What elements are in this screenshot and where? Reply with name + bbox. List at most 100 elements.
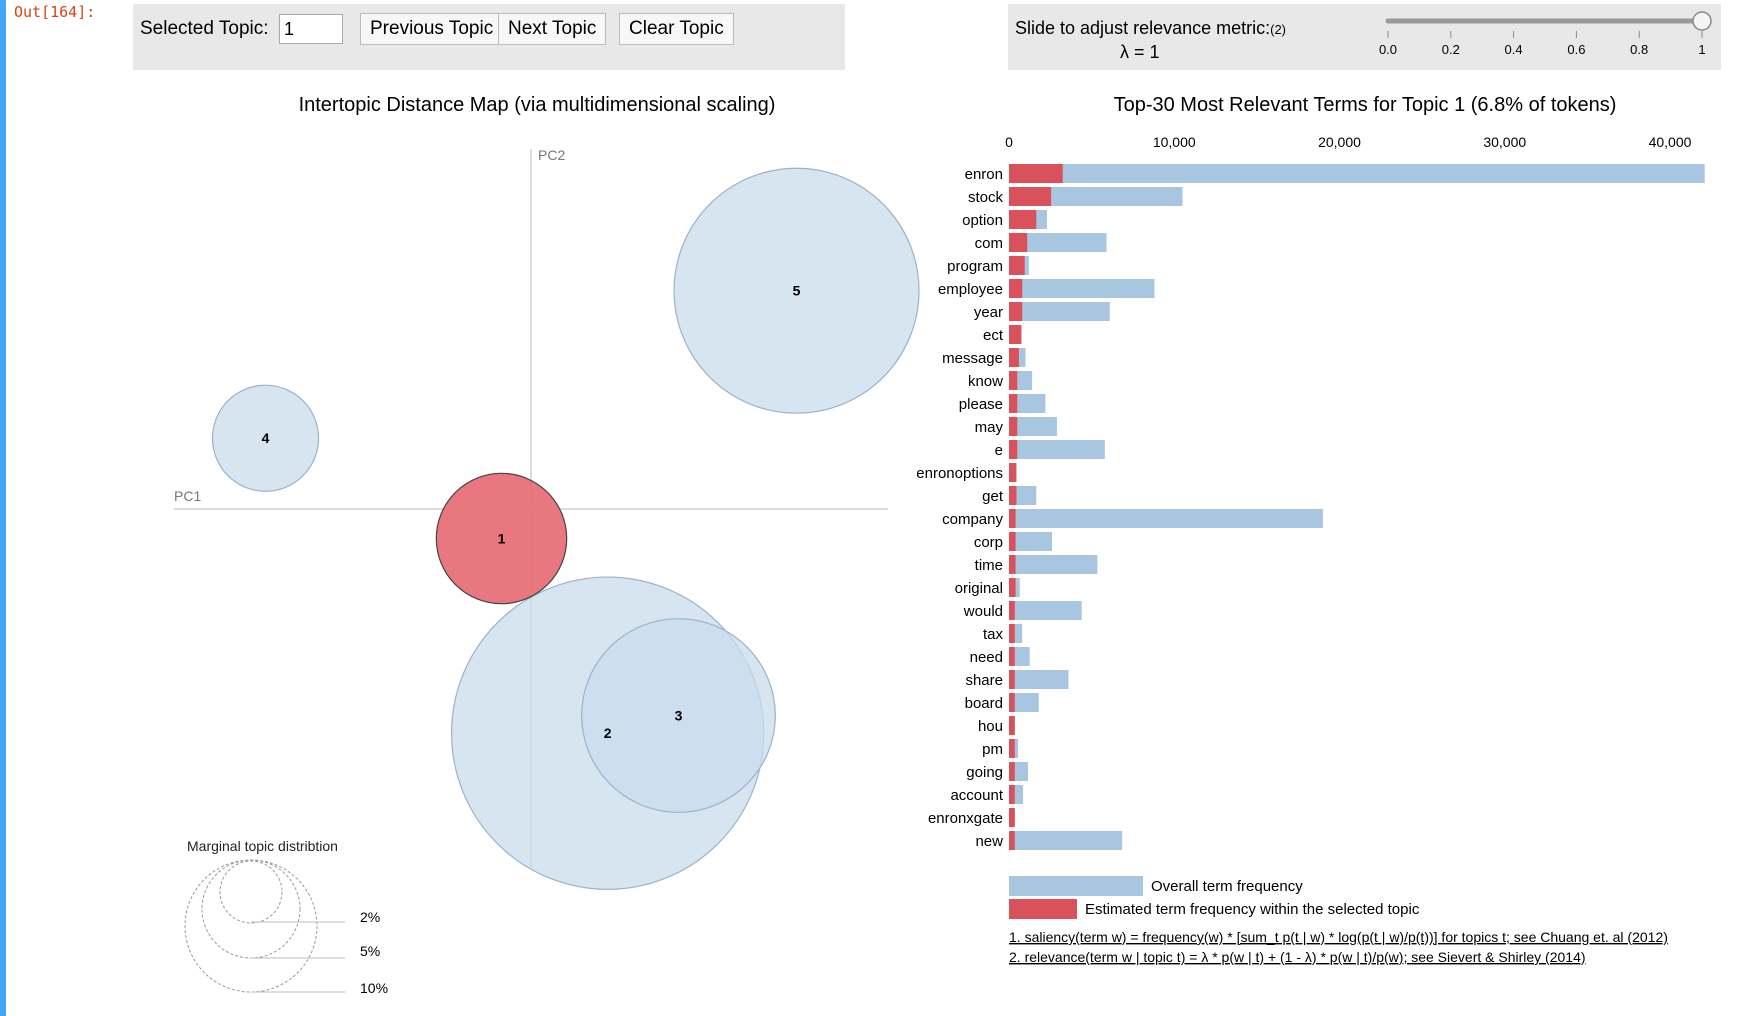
legend-circle-5 [201,859,301,959]
term-label-hou: hou [978,718,1003,735]
overall-bar-employee [1009,279,1155,298]
topic-bar-tax [1009,624,1015,643]
term-labels: enronstockoptioncomprogramemployeeyearec… [916,166,1004,850]
topic-label-3: 3 [675,708,683,724]
next-topic-button[interactable]: Next Topic [498,13,607,45]
bar-legend: Overall term frequency Estimated term fr… [1009,876,1420,919]
pc2-label: PC2 [538,147,565,163]
term-label-corp: corp [974,534,1003,551]
term-label-need: need [970,649,1003,666]
topic-bar-option [1009,210,1037,229]
term-label-please: please [959,396,1003,413]
term-label-ect: ect [983,327,1004,344]
topic-bar-com [1009,233,1028,252]
selected-topic-label: Selected Topic: [140,18,269,39]
term-bar-chart: 0 10,000 20,000 30,000 40,000 enron stock opti… [916,134,1705,850]
topic-circle-4 [211,384,320,492]
topic-bar-would [1009,601,1015,620]
topic-bar-board [1009,693,1015,712]
selected-topic-input[interactable] [279,14,343,44]
clear-topic-button[interactable]: Clear Topic [619,13,734,45]
topic-bar-stock [1009,187,1052,206]
term-label-pm: pm [982,741,1003,758]
bar-tick-label: 20,000 [1318,134,1361,150]
overall-bar-program [1009,256,1029,275]
term-label-enronoptions: enronoptions [916,465,1003,482]
topic-control-panel: Selected Topic: Previous Topic Next Topi… [133,4,845,70]
slider-handle[interactable] [1692,11,1712,31]
topic-bar-employee [1009,279,1023,298]
topic-label-5: 5 [793,283,801,299]
overall-bar-year [1009,302,1110,321]
topic-bar-company [1009,509,1016,528]
legend-label-10: 10% [360,980,388,996]
overall-bar-e [1009,440,1105,459]
topic-bar-new [1009,831,1015,850]
overall-bar-tax [1009,624,1023,643]
output-prompt: Out[164]: [14,3,96,21]
overall-frequency-bars [1009,164,1705,850]
bar-tick-label: 0 [1005,134,1013,150]
relevance-footnote: 2. relevance(term w | topic t) = λ * p(w… [1009,949,1586,965]
term-label-original: original [955,580,1003,597]
overall-bar-ect [1009,325,1022,344]
legend-swatch-topic [1009,899,1077,919]
overall-bar-need [1009,647,1030,666]
term-label-account: account [950,787,1003,804]
overall-bar-get [1009,486,1037,505]
topic-bar-corp [1009,532,1016,551]
marginal-distribution-legend: Marginal topic distribtion 2% 5% 10% [184,838,388,996]
relevance-slider-label-text: Slide to adjust relevance metric: [1015,18,1271,38]
footnote-mark: (2) [1270,22,1287,37]
overall-bar-company [1009,509,1323,528]
slider-tick-label: 0.2 [1442,42,1460,57]
topic-circle-2 [450,576,765,890]
topic-bar-time [1009,555,1016,574]
legend-swatch-overall [1009,876,1143,896]
overall-bar-corp [1009,532,1052,551]
slider-tick-label: 0.4 [1505,42,1523,57]
previous-topic-button[interactable]: Previous Topic [360,13,504,45]
term-label-e: e [995,442,1003,459]
lambda-value: λ = 1 [1120,42,1160,62]
topic-bar-enron [1009,164,1063,183]
relevance-slider: 0.0 0.2 0.4 0.6 0.8 1 [1379,11,1712,57]
term-label-enronxgate: enronxgate [928,810,1003,827]
term-label-program: program [947,258,1003,275]
overall-bar-enron [1009,164,1705,183]
topic-bar-may [1009,417,1018,436]
topic-bar-hou [1009,716,1015,735]
overall-bar-enronxgate [1009,808,1015,827]
term-label-know: know [968,373,1003,390]
slider-ticks: 0.0 0.2 0.4 0.6 0.8 1 [1379,31,1706,57]
topic-bar-message [1009,348,1019,367]
overall-bar-option [1009,210,1048,229]
overall-bar-enronoptions [1009,463,1017,482]
term-label-may: may [975,419,1004,436]
relevance-slider-label: Slide to adjust relevance metric:(2) [1015,18,1286,39]
term-label-message: message [942,350,1003,367]
topic-bar-get [1009,486,1017,505]
topic-circle-1 [435,472,568,605]
topic-bar-need [1009,647,1015,666]
topic-label-2: 2 [604,725,612,741]
topic-circle-3 [581,618,776,813]
slider-tick-label: 0.0 [1379,42,1397,57]
overall-bar-account [1009,785,1024,804]
overall-bar-board [1009,693,1039,712]
term-label-employee: employee [938,281,1003,298]
saliency-footnote: 1. saliency(term w) = frequency(w) * [su… [1009,929,1668,945]
overall-bar-stock [1009,187,1183,206]
topic-bar-ect [1009,325,1022,344]
term-label-new: new [975,833,1003,850]
topic-bar-pm [1009,739,1015,758]
overall-bar-would [1009,601,1082,620]
overall-bar-com [1009,233,1107,252]
term-label-would: would [963,603,1003,620]
topic-bar-going [1009,762,1015,781]
overall-bar-going [1009,762,1029,781]
overall-bar-know [1009,371,1033,390]
overall-bar-pm [1009,739,1019,758]
topic-bar-share [1009,670,1015,689]
topic-bar-program [1009,256,1025,275]
